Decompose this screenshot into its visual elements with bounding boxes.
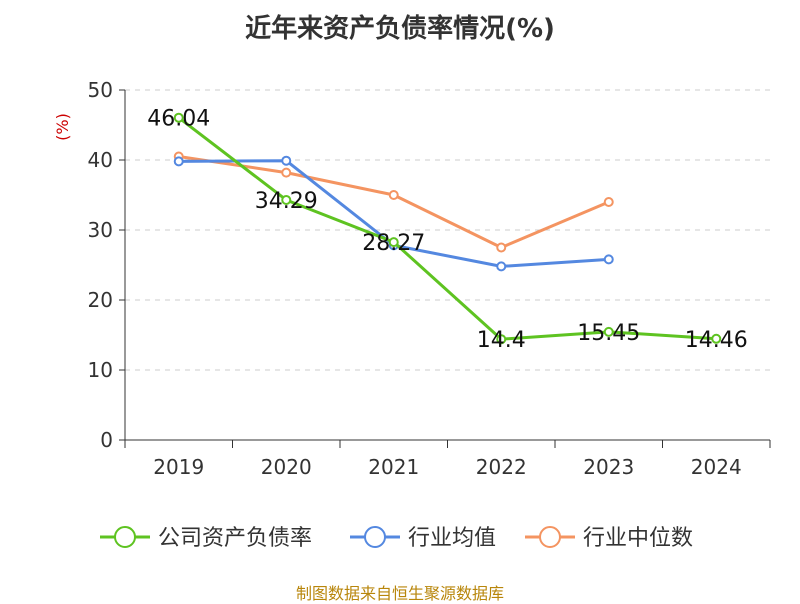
y-tick-label: 30 <box>88 218 113 242</box>
legend-label: 公司资产负债率 <box>158 526 312 551</box>
y-tick-label: 0 <box>100 428 113 452</box>
x-tick-label: 2020 <box>261 455 312 479</box>
data-label: 34.29 <box>255 189 318 214</box>
legend-marker <box>364 526 386 548</box>
data-point <box>281 194 292 205</box>
series-line <box>177 116 717 341</box>
data-point <box>281 167 292 178</box>
data-labels: 46.04 34.29 28.27 14.4 15.45 14.46 <box>147 107 747 353</box>
axes: 0 10 20 30 40 50 (%) 2019 2020 2021 2022 2023 2024 <box>53 78 771 479</box>
data-point <box>496 334 507 345</box>
legend-label: 行业均值 <box>408 526 496 551</box>
legend-item: 公司资产负债率 <box>100 526 312 551</box>
chart-title: 近年来资产负债率情况(%) <box>245 14 555 44</box>
data-label: 46.04 <box>147 107 210 132</box>
legend-item: 行业中位数 <box>525 526 693 551</box>
legend: 公司资产负债率 行业均值 行业中位数 <box>100 526 693 551</box>
legend-item: 行业均值 <box>350 526 496 551</box>
data-point <box>173 112 184 123</box>
x-tick-label: 2023 <box>583 455 634 479</box>
y-tick-label: 10 <box>88 358 113 382</box>
x-tick-label: 2019 <box>153 455 204 479</box>
data-point <box>496 242 507 253</box>
data-point <box>711 333 722 344</box>
y-tick-label: 40 <box>88 148 113 172</box>
data-point <box>281 155 292 166</box>
series-lines <box>173 112 722 345</box>
data-label: 28.27 <box>362 231 425 256</box>
legend-marker <box>539 526 561 548</box>
x-tick-label: 2024 <box>691 455 742 479</box>
y-tick-label: 20 <box>88 288 113 312</box>
data-label: 14.46 <box>685 328 748 353</box>
grid-lines <box>125 89 770 371</box>
x-tick-label: 2022 <box>476 455 527 479</box>
data-label: 15.45 <box>577 321 640 346</box>
data-point <box>603 326 614 337</box>
legend-marker <box>114 526 136 548</box>
y-tick-label: 50 <box>88 78 113 102</box>
source-footer: 制图数据来自恒生聚源数据库 <box>295 584 504 603</box>
data-point <box>388 237 399 248</box>
data-point <box>173 156 184 167</box>
y-axis-title: (%) <box>53 113 72 141</box>
data-point <box>388 190 399 200</box>
legend-label: 行业中位数 <box>583 526 693 551</box>
data-point <box>496 261 507 272</box>
data-point <box>603 254 614 265</box>
data-label: 14.4 <box>477 328 526 353</box>
data-point <box>603 197 614 207</box>
x-tick-label: 2021 <box>368 455 419 479</box>
